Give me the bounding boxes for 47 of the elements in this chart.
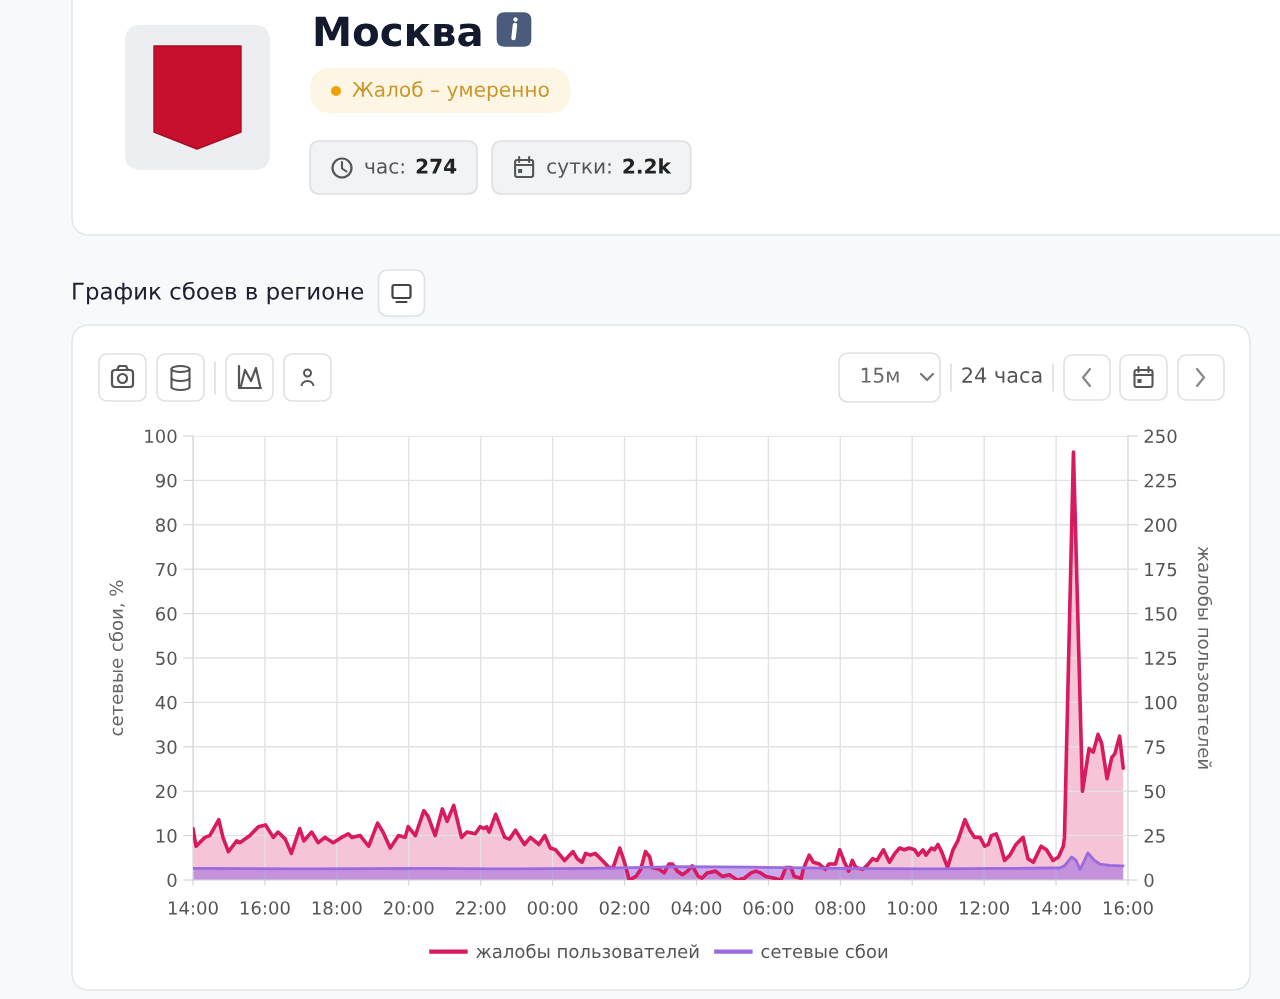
y-tick-label: 40 — [155, 695, 177, 710]
y2-axis-title: жалобы пользователей — [1197, 546, 1213, 769]
y-tick-label: 30 — [156, 740, 177, 754]
y-tick-label: 80 — [155, 518, 177, 532]
y-tick-label: 70 — [156, 562, 177, 577]
y2-tick-label: 250 — [1144, 429, 1177, 444]
y-tick-label: 0 — [167, 873, 177, 888]
y-tick-label: 60 — [156, 607, 177, 621]
text: Жалоб – умеренно — [352, 81, 549, 101]
legend-label: жалобы пользователей — [476, 943, 699, 959]
x-tick-label: 10:00 — [888, 901, 938, 915]
x-tick-label: 08:00 — [815, 901, 866, 915]
x-tick-label: 02:00 — [599, 901, 650, 915]
y-tick-label: 20 — [156, 784, 177, 799]
y-tick-label: 10 — [156, 829, 177, 843]
text: час: 274 — [365, 158, 457, 174]
y-axis-title: сетевые сбои, % — [108, 580, 125, 736]
y2-tick-label: 225 — [1144, 473, 1177, 488]
text: 24 часа — [962, 367, 1042, 384]
x-tick-label: 14:00 — [168, 901, 218, 915]
y-tick-label: 50 — [156, 651, 177, 666]
text: сутки: 2.2k — [547, 158, 672, 178]
y2-tick-label: 200 — [1144, 518, 1177, 532]
x-tick-label: 00:00 — [527, 901, 578, 915]
y2-tick-label: 125 — [1145, 651, 1177, 666]
y2-tick-label: 25 — [1144, 829, 1165, 843]
y2-tick-label: 0 — [1144, 873, 1154, 888]
y-tick-label: 100 — [145, 429, 177, 444]
x-tick-label: 16:00 — [1103, 901, 1153, 915]
y-tick-label: 90 — [155, 473, 177, 488]
x-tick-label: 04:00 — [671, 901, 722, 915]
chart-subtitle: График сбоев в регионе — [73, 281, 364, 305]
chart-title: Москва — [315, 16, 481, 47]
x-tick-label: 06:00 — [743, 901, 794, 915]
y2-tick-label: 75 — [1144, 740, 1165, 754]
legend-label: сетевые сбои — [761, 943, 888, 959]
x-tick-label: 14:00 — [1032, 901, 1081, 915]
x-tick-label: 16:00 — [240, 901, 290, 915]
x-tick-label: 20:00 — [384, 901, 434, 915]
y2-tick-label: 175 — [1145, 562, 1177, 577]
x-tick-label: 12:00 — [960, 901, 1009, 915]
x-tick-label: 18:00 — [312, 901, 362, 915]
y2-tick-label: 50 — [1144, 784, 1166, 799]
x-tick-label: 22:00 — [456, 901, 506, 915]
y2-tick-label: 150 — [1145, 607, 1177, 621]
y2-tick-label: 100 — [1145, 695, 1177, 710]
text: 15м — [861, 367, 899, 383]
